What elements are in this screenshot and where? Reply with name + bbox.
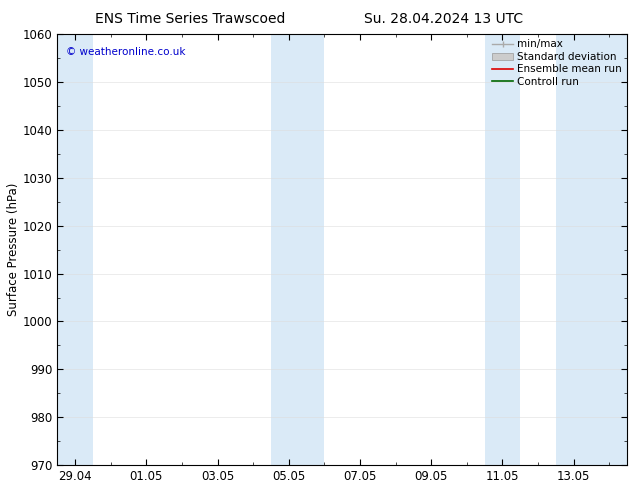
Bar xyxy=(57,34,93,465)
Text: Su. 28.04.2024 13 UTC: Su. 28.04.2024 13 UTC xyxy=(365,12,523,26)
Text: ENS Time Series Trawscoed: ENS Time Series Trawscoed xyxy=(95,12,285,26)
Bar xyxy=(307,34,325,465)
Text: © weatheronline.co.uk: © weatheronline.co.uk xyxy=(66,47,185,57)
Bar xyxy=(271,34,307,465)
Y-axis label: Surface Pressure (hPa): Surface Pressure (hPa) xyxy=(7,183,20,316)
Bar xyxy=(556,34,627,465)
Bar xyxy=(484,34,521,465)
Legend: min/max, Standard deviation, Ensemble mean run, Controll run: min/max, Standard deviation, Ensemble me… xyxy=(489,36,625,90)
